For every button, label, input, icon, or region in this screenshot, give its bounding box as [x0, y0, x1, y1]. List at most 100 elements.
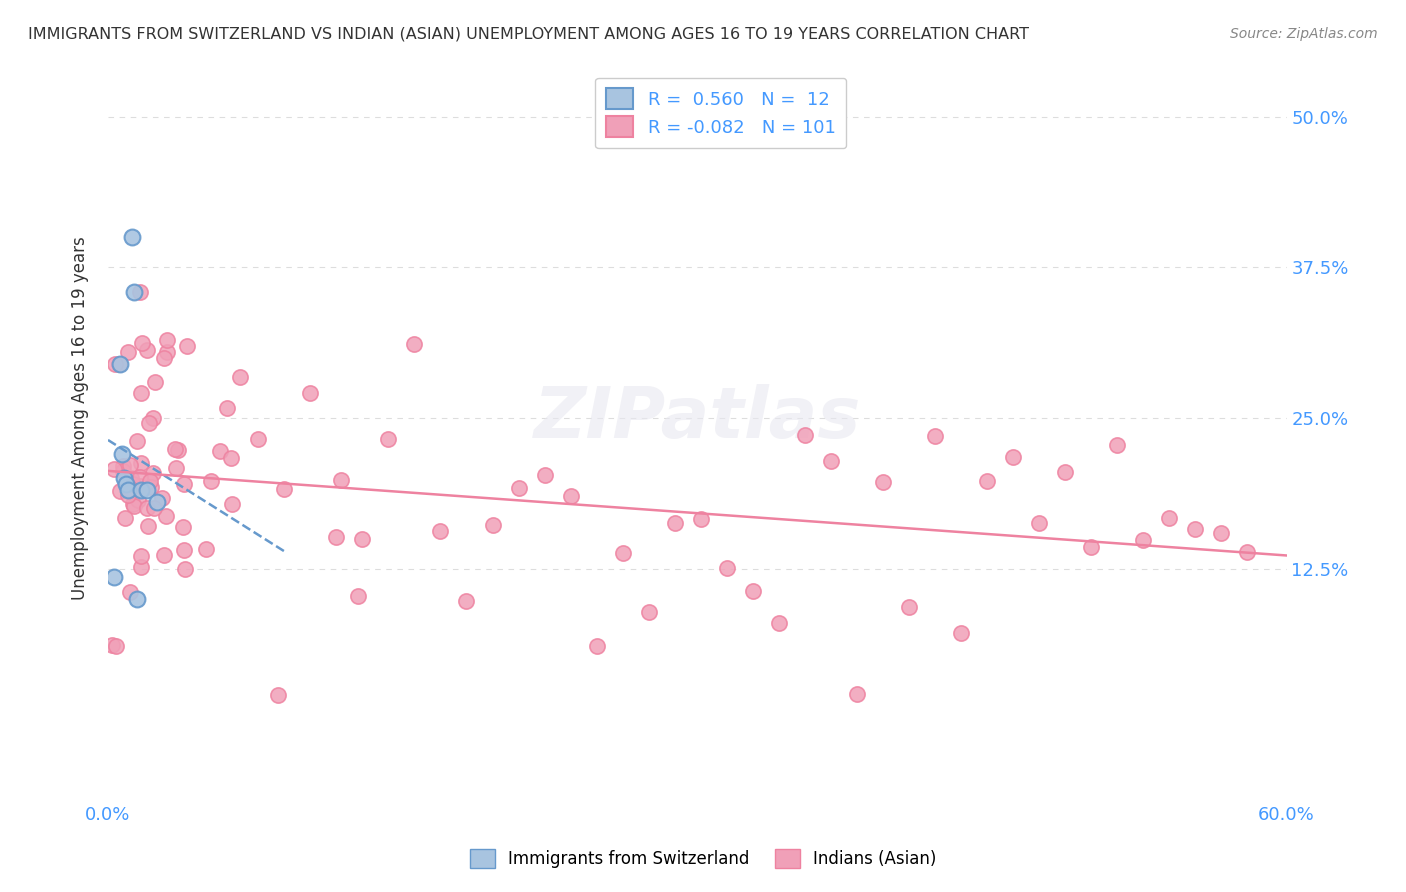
Point [533, 467, 555, 482]
Point [716, 561, 738, 575]
Point [1002, 450, 1025, 464]
Point [167, 442, 190, 457]
Point [155, 508, 177, 523]
Point [112, 464, 135, 478]
Point [377, 432, 399, 446]
Point [128, 479, 150, 493]
Point [585, 639, 607, 653]
Point [949, 626, 972, 640]
Point [112, 471, 135, 485]
Point [793, 427, 815, 442]
Point [768, 616, 790, 631]
Point [131, 483, 153, 498]
Point [481, 518, 503, 533]
Point [273, 483, 295, 497]
Point [121, 476, 143, 491]
Point [117, 488, 139, 502]
Point [172, 520, 194, 534]
Point [131, 560, 153, 574]
Text: 60.0%: 60.0% [1258, 806, 1315, 824]
Point [121, 230, 143, 244]
Point [219, 450, 242, 465]
Point [104, 640, 127, 654]
Point [118, 483, 141, 497]
Point [129, 386, 152, 401]
Point [142, 410, 165, 425]
Point [103, 462, 125, 476]
Point [352, 532, 374, 546]
Point [1184, 522, 1206, 536]
Point [118, 458, 141, 472]
Point [1132, 533, 1154, 548]
Point [1054, 465, 1077, 479]
Y-axis label: Unemployment Among Ages 16 to 19 years: Unemployment Among Ages 16 to 19 years [72, 236, 89, 600]
Point [1028, 516, 1050, 531]
Point [120, 585, 142, 599]
Point [129, 456, 152, 470]
Text: IMMIGRANTS FROM SWITZERLAND VS INDIAN (ASIAN) UNEMPLOYMENT AMONG AGES 16 TO 19 Y: IMMIGRANTS FROM SWITZERLAND VS INDIAN (A… [28, 27, 1029, 42]
Point [560, 489, 582, 503]
Point [165, 460, 187, 475]
Point [124, 499, 146, 513]
Point [456, 593, 478, 607]
Point [845, 688, 868, 702]
Point [1080, 541, 1102, 555]
Text: ZIPatlas: ZIPatlas [534, 384, 860, 452]
Point [195, 541, 218, 556]
Point [100, 638, 122, 652]
Point [122, 285, 145, 299]
Point [221, 497, 243, 511]
Point [267, 689, 290, 703]
Point [173, 543, 195, 558]
Point [1236, 545, 1258, 559]
Point [156, 344, 179, 359]
Point [153, 549, 176, 563]
Point [138, 417, 160, 431]
Point [128, 470, 150, 484]
Point [404, 337, 426, 351]
Point [152, 351, 174, 365]
Point [346, 589, 368, 603]
Point [129, 549, 152, 564]
Point [135, 501, 157, 516]
Point [1211, 526, 1233, 541]
Point [429, 524, 451, 538]
Point [247, 432, 270, 446]
Point [200, 474, 222, 488]
Point [176, 339, 198, 353]
Point [325, 530, 347, 544]
Point [117, 483, 139, 498]
Point [136, 519, 159, 533]
Point [173, 476, 195, 491]
Point [127, 591, 149, 606]
Text: Source: ZipAtlas.com: Source: ZipAtlas.com [1230, 27, 1378, 41]
Point [131, 335, 153, 350]
Point [108, 357, 131, 371]
Point [121, 497, 143, 511]
Text: 0.0%: 0.0% [86, 806, 131, 824]
Point [329, 473, 352, 487]
Point [120, 471, 142, 485]
Point [141, 480, 163, 494]
Point [637, 605, 659, 619]
Point [165, 442, 187, 457]
Point [897, 600, 920, 615]
Point [924, 428, 946, 442]
Point [135, 343, 157, 357]
Point [108, 483, 131, 498]
Point [146, 495, 169, 509]
Point [142, 466, 165, 480]
Legend: R =  0.560   N =  12, R = -0.082   N = 101: R = 0.560 N = 12, R = -0.082 N = 101 [595, 78, 846, 148]
Point [215, 401, 238, 416]
Point [508, 481, 530, 495]
Point [299, 386, 322, 401]
Point [129, 285, 152, 299]
Point [143, 375, 166, 389]
Point [143, 500, 166, 515]
Point [976, 475, 998, 489]
Point [872, 475, 894, 490]
Point [229, 369, 252, 384]
Point [156, 333, 179, 347]
Point [104, 357, 127, 371]
Point [117, 344, 139, 359]
